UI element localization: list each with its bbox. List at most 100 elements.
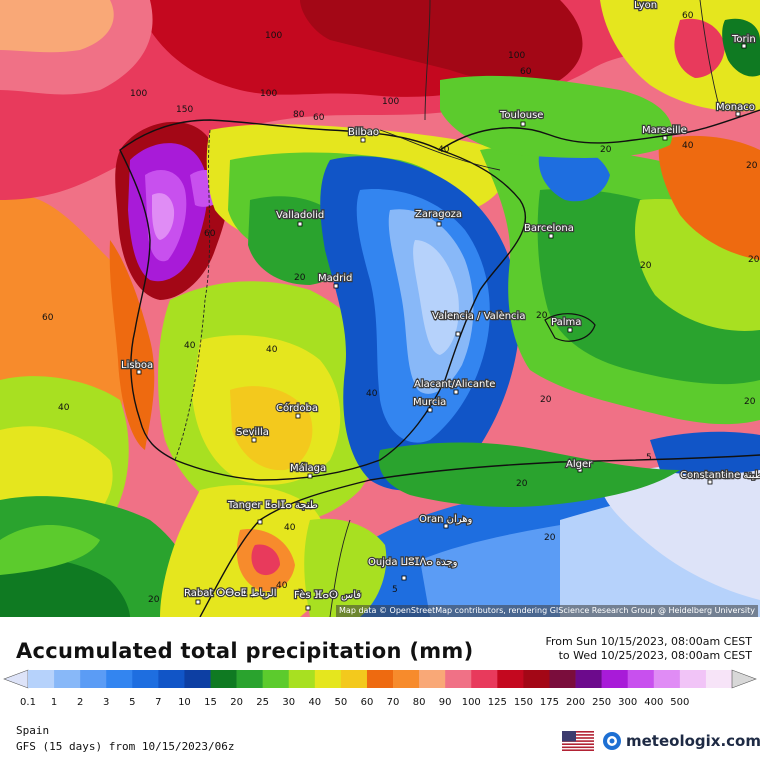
city-cordoba[interactable]: Córdoba	[275, 401, 319, 419]
city-lisboa[interactable]: Lisboa	[120, 359, 154, 375]
precip-area	[440, 75, 673, 158]
city-palma[interactable]: Palma	[550, 316, 583, 333]
svg-text:100: 100	[265, 31, 282, 41]
colorbar-tick-labels: 0.1 1 2 3 5 7 10 15 20 25 30 40 50 60 70 80 90 100 125 150 1…	[0, 697, 760, 711]
city-marseille[interactable]: Marseille	[641, 124, 688, 141]
colorbar-segment	[497, 670, 524, 688]
city-malaga[interactable]: Málaga	[289, 461, 327, 479]
colorbar-segment	[210, 670, 237, 688]
city-alicante[interactable]: Alacant/Alicante	[413, 378, 497, 395]
colorbar-tick-label: 200	[566, 697, 586, 708]
city-torin[interactable]: Torin	[730, 33, 757, 49]
precip-area	[674, 18, 725, 78]
colorbar-tick-label: 1	[50, 697, 58, 708]
colorbar-segment	[314, 670, 342, 688]
svg-text:100: 100	[130, 89, 147, 99]
city-fes[interactable]: Fès ⴼⴰⵙ فاس	[293, 588, 362, 611]
colorbar	[3, 669, 757, 689]
svg-text:Córdoba: Córdoba	[276, 402, 318, 414]
mallorca-coastline	[544, 313, 596, 342]
colorbar-tick-label: 60	[360, 697, 374, 708]
city-murcia[interactable]: Murcia	[412, 396, 447, 413]
city-markers: Lyon Torin Monaco Toulouse Marseille Bil…	[120, 0, 760, 611]
svg-text:Bilbao: Bilbao	[348, 127, 379, 138]
city-valladolid[interactable]: Valladolid	[275, 209, 325, 227]
precip-area	[538, 146, 610, 202]
svg-text:20: 20	[540, 395, 552, 405]
colorbar-segment	[132, 670, 159, 688]
city-madrid[interactable]: Madrid	[317, 272, 354, 289]
precip-area	[413, 240, 459, 355]
colorbar-tick-label: 90	[438, 697, 452, 708]
colorbar-tick-label: 80	[412, 697, 426, 708]
city-zaragoza[interactable]: Zaragoza	[414, 208, 463, 227]
svg-text:Alacant/Alicante: Alacant/Alicante	[414, 379, 495, 390]
france-italy-border	[699, 0, 721, 111]
svg-text:20: 20	[748, 255, 760, 265]
period-to: to Wed 10/25/2023, 08:00am CEST	[558, 649, 752, 662]
us-flag-icon[interactable]	[562, 731, 594, 751]
portugal-spain-border	[174, 129, 211, 461]
city-sevilla[interactable]: Sevilla	[235, 426, 270, 443]
colorbar-tick-label: 40	[308, 697, 322, 708]
svg-text:Málaga: Málaga	[290, 462, 326, 474]
colorbar-tick-label: 15	[204, 697, 217, 708]
city-bilbao[interactable]: Bilbao	[347, 126, 380, 143]
colorbar-arrow-min	[3, 669, 29, 689]
city-tanger[interactable]: Tanger ⵟⴰⵏⵊⴰ طنجة	[226, 499, 319, 525]
svg-text:Barcelona: Barcelona	[524, 223, 574, 234]
svg-text:40: 40	[266, 345, 278, 355]
svg-text:20: 20	[600, 145, 612, 155]
svg-text:Rabat ⵔⴱⴰⵟ الرباط: Rabat ⵔⴱⴰⵟ الرباط	[184, 588, 276, 599]
brand-name: meteologix.com	[626, 732, 760, 750]
colorbar-tick-label: 125	[487, 697, 507, 708]
period-from: From Sun 10/15/2023, 08:00am CEST	[545, 635, 752, 648]
precip-area	[230, 386, 313, 471]
morocco-algeria-border	[329, 519, 351, 617]
city-constantine[interactable]: Constantine قسنطينة	[679, 469, 760, 485]
svg-text:5: 5	[646, 453, 652, 463]
city-oran[interactable]: Oran وهران	[418, 513, 474, 529]
precip-area	[0, 558, 130, 617]
city-valencia[interactable]: Valencia / València	[431, 309, 527, 337]
colorbar-tick-label: 300	[618, 697, 638, 708]
city-lyon[interactable]: Lyon	[633, 0, 658, 12]
precipitation-map[interactable]: Lyon Torin Monaco Toulouse Marseille Bil…	[0, 0, 760, 617]
brand[interactable]: meteologix.com	[602, 729, 760, 753]
colorbar-segment	[523, 670, 550, 688]
svg-text:Sevilla: Sevilla	[236, 427, 269, 438]
city-toulouse[interactable]: Toulouse	[498, 109, 545, 127]
svg-text:100: 100	[508, 51, 525, 61]
precip-area	[722, 18, 760, 77]
colorbar-tick-label: 3	[103, 697, 110, 708]
svg-text:Monaco: Monaco	[716, 102, 755, 113]
colorbar-tick-label: 2	[76, 697, 84, 708]
region-label: Spain	[16, 724, 50, 737]
svg-text:Valladolid: Valladolid	[276, 210, 324, 221]
precip-area	[600, 455, 760, 600]
svg-text:40: 40	[682, 141, 694, 151]
svg-text:60: 60	[682, 11, 694, 21]
city-rabat[interactable]: Rabat ⵔⴱⴰⵟ الرباط	[183, 587, 278, 605]
svg-text:Torin: Torin	[731, 34, 756, 45]
colorbar-segment	[445, 670, 472, 688]
city-alger[interactable]: Alger	[565, 458, 594, 473]
colorbar-tick-label: 30	[282, 697, 296, 708]
svg-text:Zaragoza: Zaragoza	[415, 209, 462, 220]
colorbar-segment	[236, 670, 263, 688]
svg-text:40: 40	[184, 341, 196, 351]
city-oujda[interactable]: Oujda ⵡⵓⵊⴷⴰ وجدة	[367, 556, 459, 581]
precip-area	[304, 518, 387, 617]
model-run-label: GFS (15 days) from 10/15/2023/06z	[16, 740, 235, 753]
colorbar-segment	[158, 670, 185, 688]
svg-text:Oran وهران: Oran وهران	[419, 514, 473, 525]
city-barcelona[interactable]: Barcelona	[523, 222, 575, 239]
svg-text:Fès ⴼⴰⵙ فاس: Fès ⴼⴰⵙ فاس	[294, 589, 361, 601]
city-monaco[interactable]: Monaco	[715, 101, 756, 117]
svg-text:40: 40	[438, 145, 450, 155]
colorbar-segment	[627, 670, 655, 688]
precip-area	[650, 431, 760, 475]
svg-text:40: 40	[366, 389, 378, 399]
svg-text:Marseille: Marseille	[642, 125, 687, 136]
svg-text:Oujda ⵡⵓⵊⴷⴰ وجدة: Oujda ⵡⵓⵊⴷⴰ وجدة	[368, 557, 458, 568]
